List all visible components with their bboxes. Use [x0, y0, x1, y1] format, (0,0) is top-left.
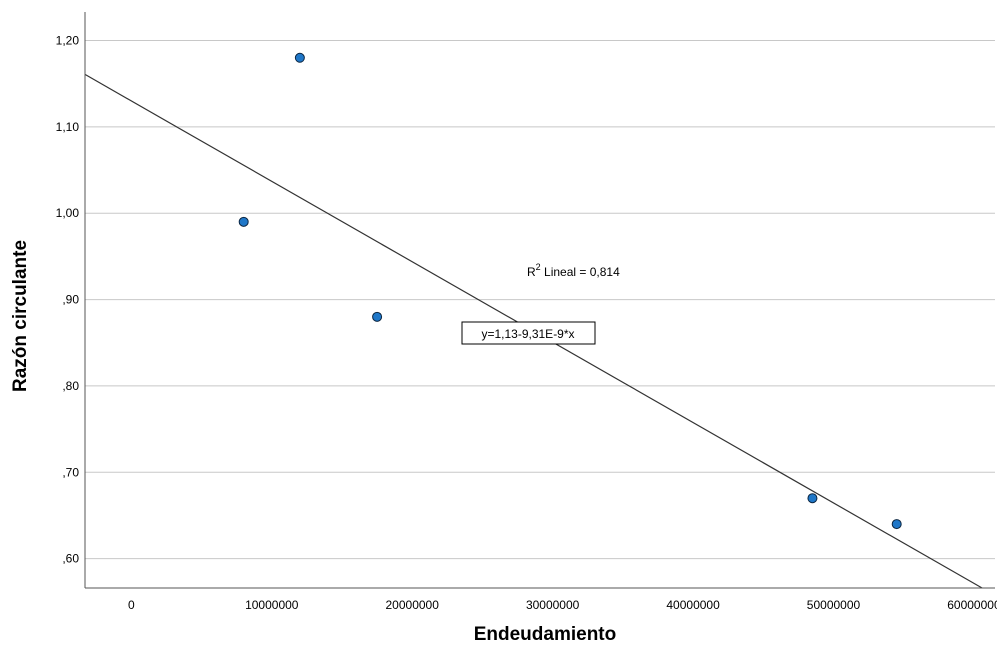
equation-label: y=1,13-9,31E-9*x: [481, 327, 574, 341]
grid-lines: [85, 39, 995, 560]
equation-box: y=1,13-9,31E-9*x: [461, 321, 596, 345]
x-tick-label: 10000000: [245, 598, 299, 612]
y-tick-label: 1,10: [56, 120, 80, 134]
y-axis-title: Razón circulante: [10, 240, 31, 392]
x-axis-title: Endeudamiento: [474, 624, 617, 645]
r-squared-annotation: R2 Lineal = 0,814: [527, 262, 620, 279]
axes: [84, 12, 995, 589]
data-point: [372, 311, 383, 322]
x-tick-label: 40000000: [666, 598, 720, 612]
y-tick-labels: ,60 ,70 ,80 ,90 1,00 1,10 1,20: [56, 33, 80, 565]
data-point: [238, 216, 249, 227]
x-tick-label: 20000000: [386, 598, 440, 612]
x-tick-label: 30000000: [526, 598, 580, 612]
y-tick-label: ,70: [62, 465, 79, 479]
x-tick-label: 60000000: [947, 598, 997, 612]
y-tick-label: ,80: [62, 379, 79, 393]
data-point: [807, 493, 818, 504]
y-tick-label: ,90: [62, 293, 79, 307]
x-tick-labels: 0 10000000 20000000 30000000 40000000 5000000…: [128, 598, 997, 612]
x-tick-label: 50000000: [807, 598, 861, 612]
data-points: [238, 52, 902, 530]
x-tick-label: 0: [128, 598, 135, 612]
y-tick-label: 1,20: [56, 33, 80, 47]
y-tick-label: 1,00: [56, 206, 80, 220]
y-tick-label: ,60: [62, 552, 79, 566]
data-point: [891, 519, 902, 530]
data-point: [294, 52, 305, 63]
